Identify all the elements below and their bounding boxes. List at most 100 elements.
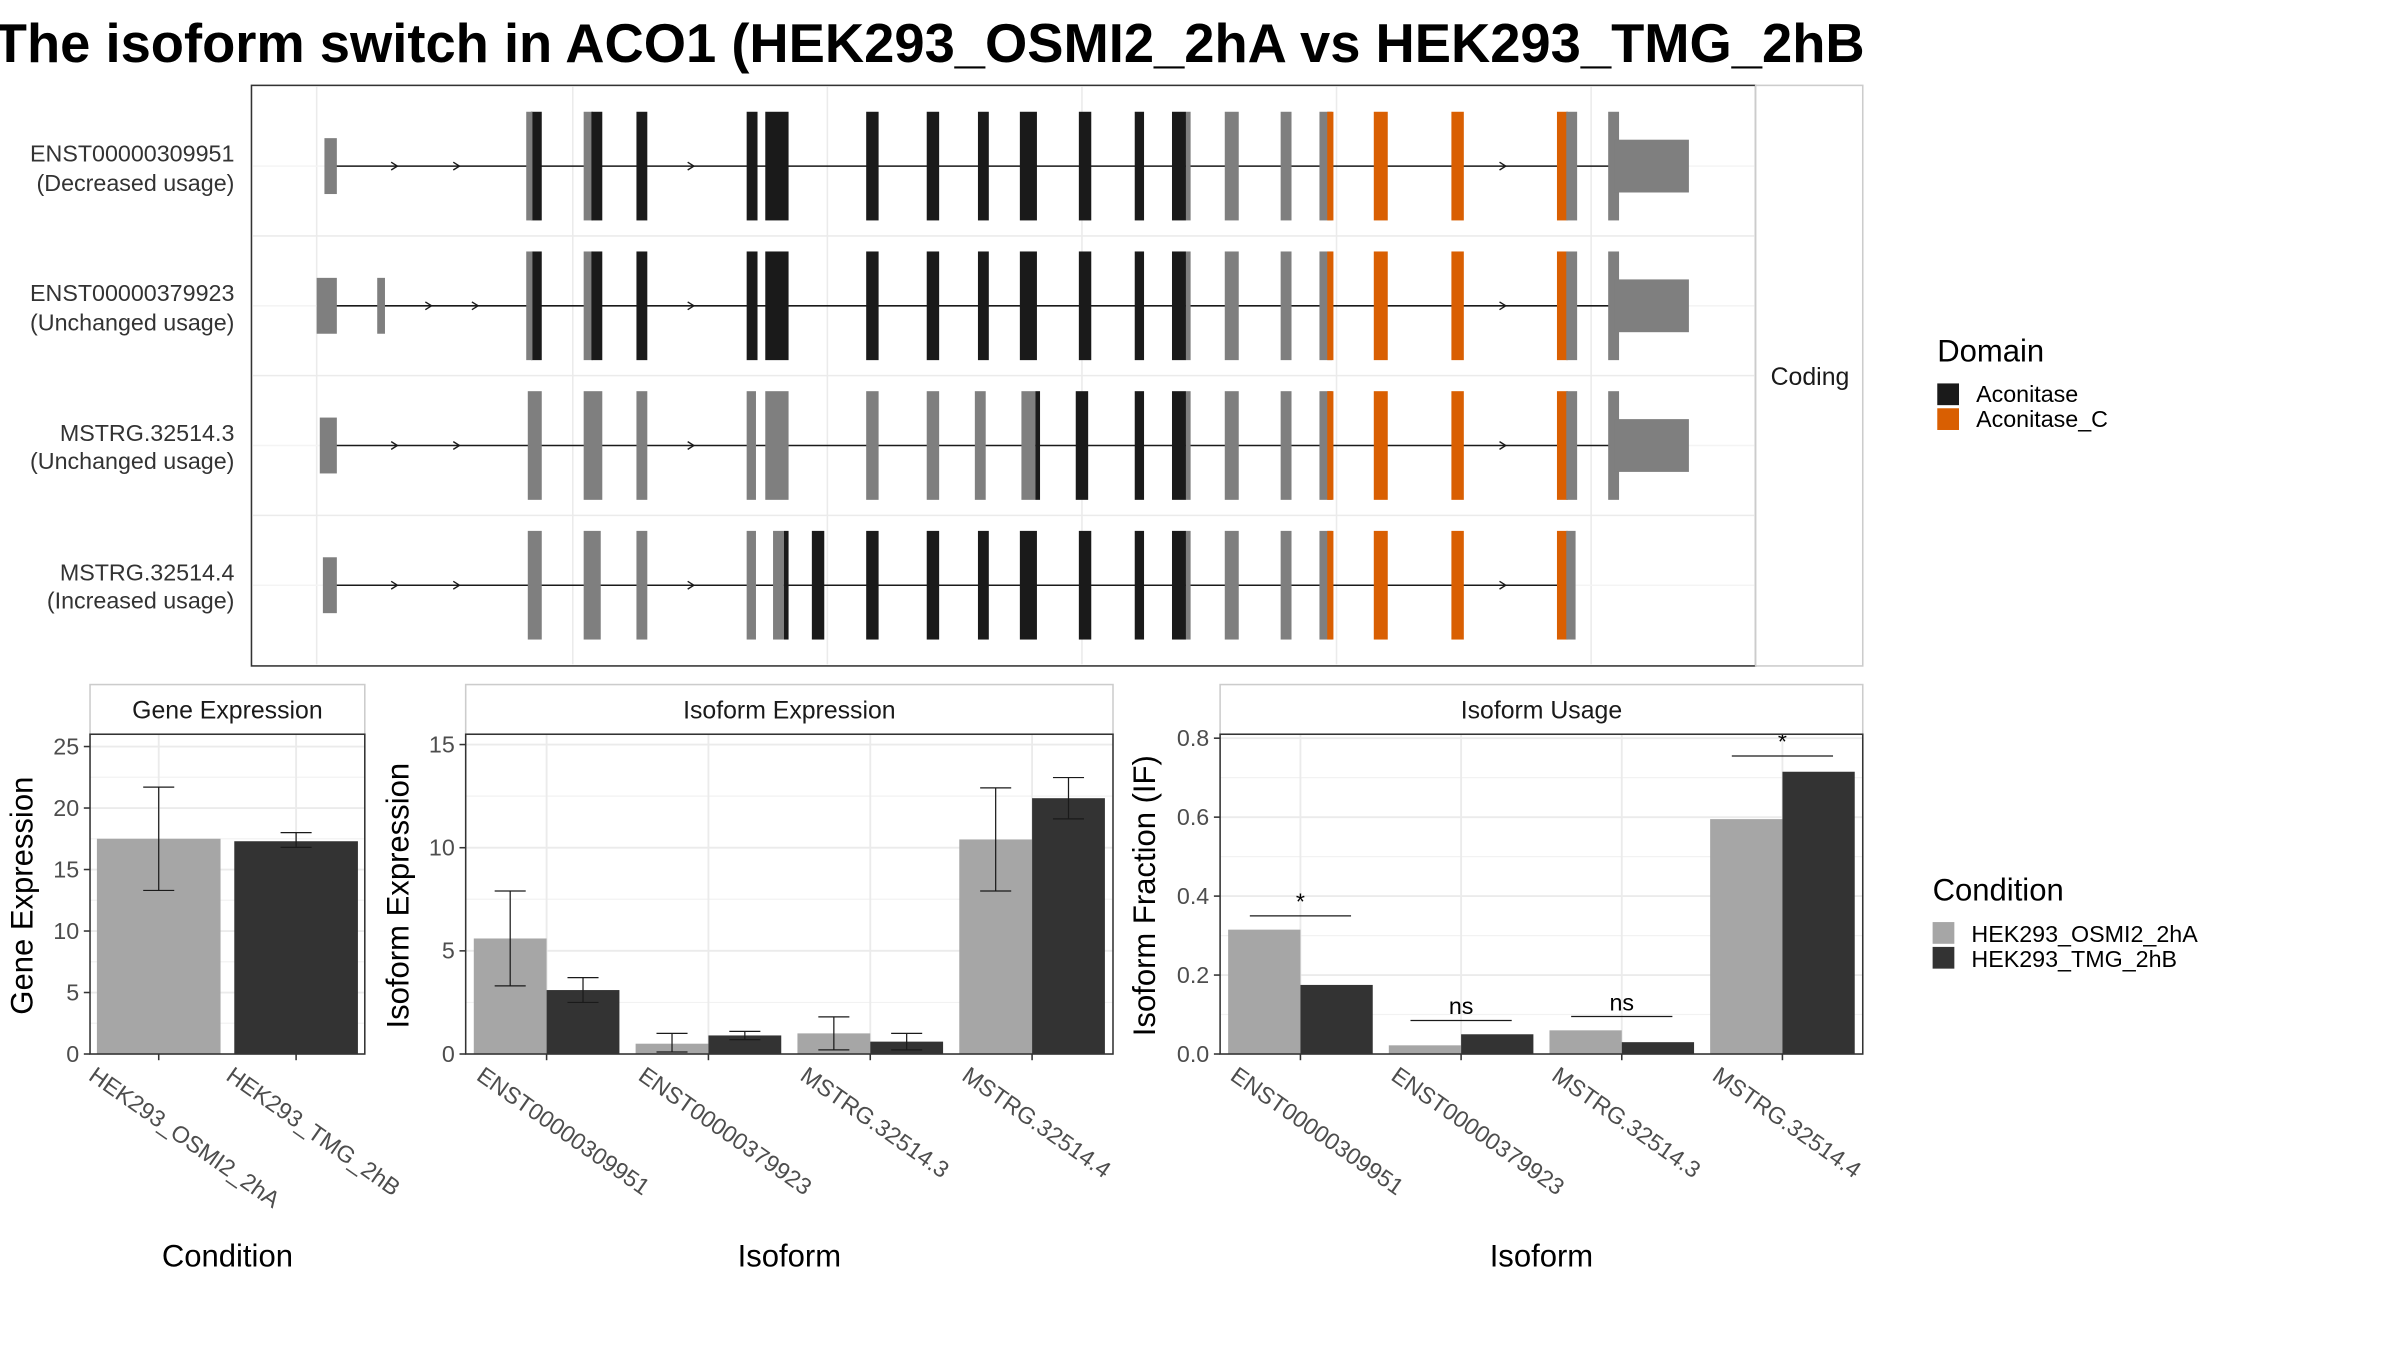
domain-exon <box>1556 111 1568 221</box>
y-tick-label: 0 <box>66 1041 79 1067</box>
domain-exon <box>1556 391 1568 500</box>
coding-exon <box>1019 111 1037 221</box>
transcript-id-3: MSTRG.32514.3 <box>60 420 235 446</box>
coding-exon <box>926 251 940 361</box>
y-tick-label: 10 <box>53 918 79 944</box>
utr-exon <box>527 391 542 500</box>
x-tick-label: ENST00000379923 <box>634 1062 816 1201</box>
coding-exon <box>977 111 989 221</box>
gene-expression-xlabel: Condition <box>162 1239 293 1274</box>
legend-label-cond-a: HEK293_OSMI2_2hA <box>1971 921 2198 947</box>
bar <box>1388 1045 1462 1055</box>
utr-exon <box>583 530 601 640</box>
legend-label-aconitase: Aconitase <box>1976 381 2078 407</box>
bar <box>1549 1030 1622 1055</box>
utr-exon <box>1566 391 1578 500</box>
utr-exon <box>866 391 879 500</box>
coding-exon <box>1171 251 1186 361</box>
utr-exon <box>1608 251 1620 361</box>
condition-legend: Condition HEK293_OSMI2_2hA HEK293_TMG_2h… <box>1932 872 2198 972</box>
structure-tracks <box>316 111 1689 640</box>
gene-expression-strip <box>89 683 366 736</box>
y-tick-label: 0.0 <box>1177 1041 1209 1067</box>
utr-exon <box>319 417 337 474</box>
isoform-usage-panel: Isoform Usage 0.0 0.2 0.4 0.6 0.8 ENST0000030… <box>1127 683 1866 1274</box>
plot-border <box>89 733 366 1055</box>
coding-exon <box>866 530 879 640</box>
utr-exon <box>926 391 940 500</box>
domain-exon <box>1327 391 1334 500</box>
domain-legend: Domain Aconitase Aconitase_C <box>1937 334 2108 432</box>
coding-exon <box>591 251 603 361</box>
bar <box>1032 798 1105 1055</box>
significance-label: ns <box>1449 993 1474 1019</box>
coding-exon <box>1171 111 1186 221</box>
utr-exon <box>377 277 385 334</box>
strand-arrow <box>452 580 461 590</box>
utr-block <box>1614 139 1689 193</box>
coding-exon <box>1078 111 1092 221</box>
domain-exon <box>1451 530 1464 640</box>
legend-label-cond-b: HEK293_TMG_2hB <box>1971 946 2177 972</box>
utr-exon <box>1224 111 1239 221</box>
legend-key-cond-a <box>1932 922 1955 944</box>
utr-exon <box>1224 251 1239 361</box>
utr-exon <box>1608 111 1620 221</box>
coding-exon <box>926 111 940 221</box>
transcript-usage-1: (Decreased usage) <box>37 170 235 196</box>
y-tick-label: 5 <box>442 938 455 964</box>
domain-exon <box>1556 530 1568 640</box>
y-tick-label: 15 <box>53 856 79 882</box>
bar <box>1621 1042 1695 1055</box>
transcript-track <box>319 391 1689 500</box>
coding-exon <box>1171 391 1186 500</box>
y-tick-label: 0 <box>442 1041 455 1067</box>
coding-exon <box>866 251 879 361</box>
domain-exon <box>1451 391 1464 500</box>
isoform-expression-plot: 051015ENST00000309951ENST00000379923MSTR… <box>429 731 1116 1200</box>
strand-arrow <box>687 301 696 311</box>
coding-exon <box>636 111 648 221</box>
y-tick-label: 0.4 <box>1177 883 1209 909</box>
strand-arrow <box>1499 161 1508 171</box>
x-tick-label: ENST00000309951 <box>472 1062 654 1201</box>
strand-arrow <box>452 441 461 450</box>
transcript-track <box>316 251 1689 361</box>
strand-arrow <box>390 580 399 590</box>
x-tick-label: ENST00000379923 <box>1387 1062 1569 1201</box>
utr-exon <box>322 557 337 614</box>
utr-exon <box>324 138 337 195</box>
coding-exon <box>1134 530 1145 640</box>
utr-exon <box>583 111 593 221</box>
transcript-id-1: ENST00000309951 <box>30 140 234 166</box>
utr-exon <box>583 391 603 500</box>
utr-exon <box>1608 391 1620 500</box>
isoform-expression-ylabel: Isoform Expression <box>380 763 415 1029</box>
condition-legend-title: Condition <box>1933 872 2064 907</box>
gene-expression-panel: Gene Expression 0510152025HEK293_OSMI2_2… <box>5 683 405 1274</box>
coding-exon <box>530 111 542 221</box>
transcript-id-2: ENST00000379923 <box>30 280 234 306</box>
coding-exon <box>1075 391 1089 500</box>
utr-exon <box>1280 251 1292 361</box>
isoform-expression-xlabel: Isoform <box>738 1239 841 1274</box>
coding-exon <box>1078 530 1092 640</box>
transcript-track <box>324 111 1689 221</box>
gene-expression-ylabel: Gene Expression <box>5 777 40 1015</box>
isoform-usage-xlabel: Isoform <box>1490 1239 1593 1274</box>
legend-key-aconitase <box>1937 383 1960 406</box>
utr-exon <box>1224 391 1239 500</box>
coding-exon <box>746 111 758 221</box>
isoform-usage-strip-title: Isoform Usage <box>1461 698 1622 725</box>
utr-exon <box>1224 530 1239 640</box>
domain-legend-title: Domain <box>1937 334 2044 369</box>
domain-exon <box>1327 111 1334 221</box>
utr-exon <box>1280 391 1292 500</box>
strand-arrow <box>1499 580 1508 590</box>
domain-exon <box>1373 530 1388 640</box>
utr-exon <box>1566 530 1576 640</box>
coding-exon <box>765 111 789 221</box>
isoform-expression-panel: Isoform Expression 0 5 10 15 ENST00000309951… <box>380 683 1116 1274</box>
y-tick-label: 15 <box>429 731 455 757</box>
